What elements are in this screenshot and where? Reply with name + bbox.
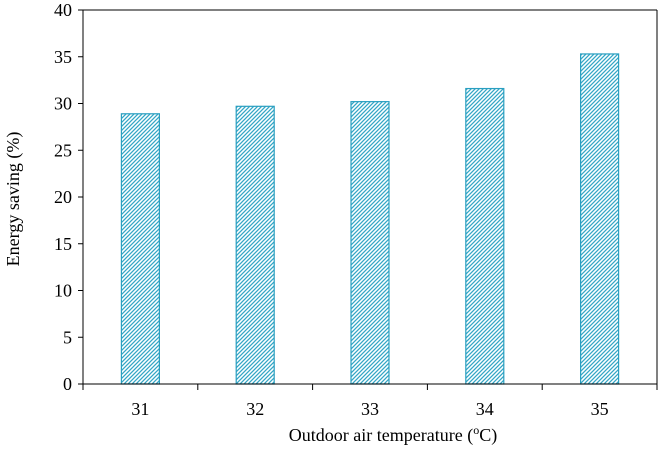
y-tick-label: 15 (54, 234, 72, 254)
x-axis-tick-labels: 31 32 33 34 35 (131, 399, 608, 419)
y-tick-label: 0 (63, 374, 72, 394)
bar-32 (235, 105, 275, 385)
y-axis-tick-labels: 0 5 10 15 20 25 30 35 40 (54, 0, 72, 394)
y-axis-ticks (78, 9, 83, 385)
x-tick-label: 35 (591, 399, 609, 419)
x-axis-title: Outdoor air temperature (oC) (289, 423, 497, 445)
x-axis-ticks (82, 384, 658, 390)
bar-35 (579, 53, 620, 385)
y-tick-label: 40 (54, 0, 72, 20)
bars (120, 53, 620, 385)
bar-33 (350, 101, 390, 385)
x-tick-label: 34 (476, 399, 494, 419)
y-tick-label: 20 (54, 187, 72, 207)
x-tick-label: 32 (246, 399, 264, 419)
y-axis-title: Energy saving (%) (3, 132, 24, 267)
y-tick-label: 35 (54, 47, 72, 67)
bar-34 (465, 87, 505, 385)
y-tick-label: 30 (54, 94, 72, 114)
x-tick-label: 33 (361, 399, 379, 419)
x-axis-title-superscript: o (473, 423, 479, 437)
y-tick-label: 5 (63, 327, 72, 347)
x-axis-title-suffix: C) (479, 425, 497, 445)
bar-31 (120, 113, 161, 385)
y-tick-label: 10 (54, 281, 72, 301)
x-tick-label: 31 (131, 399, 149, 419)
x-axis-title-main: Outdoor air temperature ( (289, 425, 473, 445)
y-tick-label: 25 (54, 140, 72, 160)
